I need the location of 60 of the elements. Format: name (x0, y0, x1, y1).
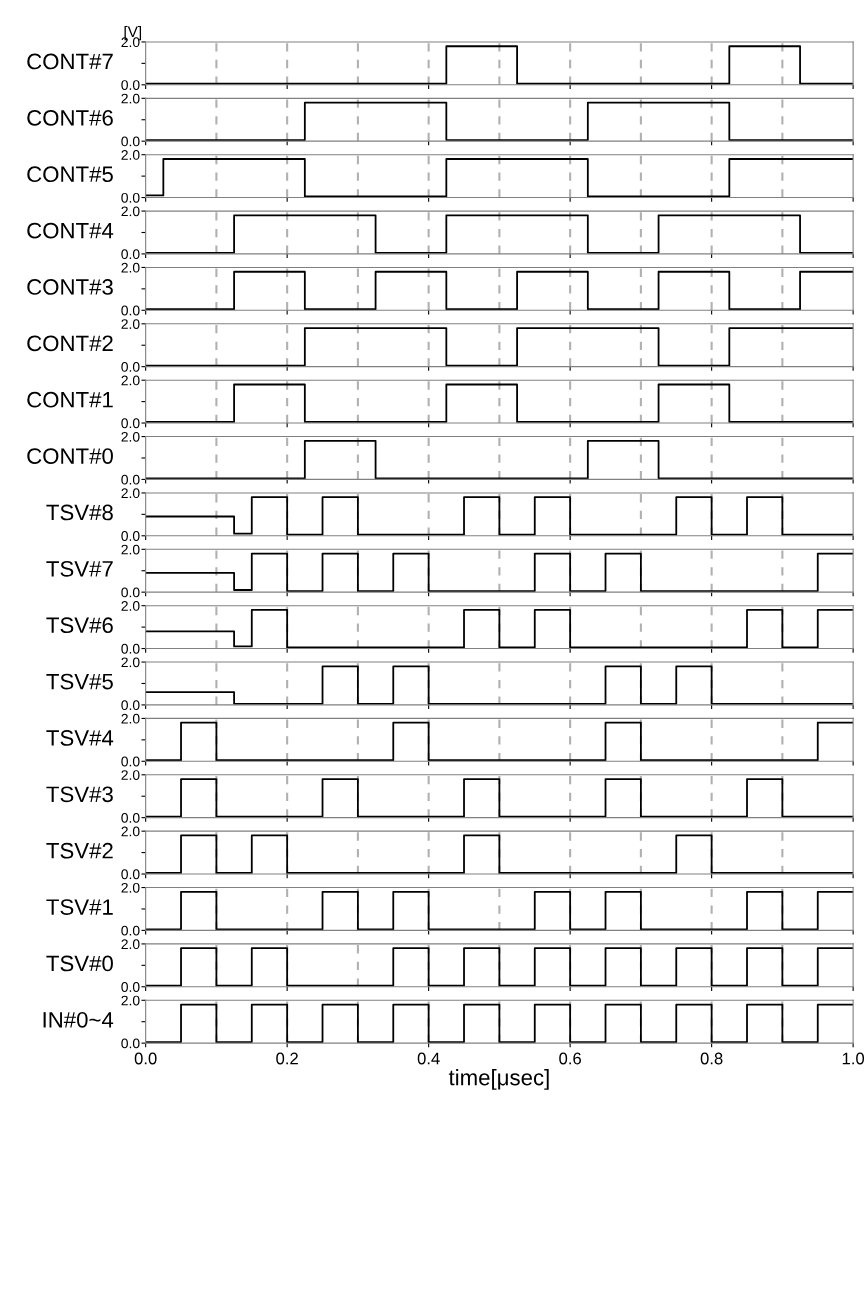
y-tick-label: 2.0 (121, 375, 140, 386)
y-tick-label: 2.0 (121, 939, 140, 950)
y-tick-label: 0.0 (121, 1038, 140, 1049)
y-tick-label: 0.0 (121, 643, 140, 654)
y-tick-label: 0.0 (121, 418, 140, 429)
y-tick-label: 0.0 (121, 80, 140, 90)
y-tick-label: 2.0 (121, 713, 140, 724)
y-tick-label: 0.0 (121, 305, 140, 316)
y-tick-label: 0.0 (121, 474, 140, 485)
y-tick-label: 2.0 (121, 770, 140, 780)
y-axis-title: CONT#3 (27, 279, 113, 295)
y-axis-title: CONT#5 (27, 166, 113, 183)
y-tick-label: 0.0 (121, 812, 140, 823)
y-axis-title: CONT#6 (27, 109, 113, 126)
y-tick-label: 2.0 (121, 995, 140, 1006)
y-tick-label: 0.0 (121, 925, 140, 936)
y-tick-label: 2.0 (121, 657, 140, 668)
y-axis-title: TSV#2 (46, 842, 113, 859)
y-tick-label: 0.0 (121, 192, 140, 203)
x-tick-label: 0.8 (700, 1052, 723, 1065)
y-axis-title: CONT#1 (27, 391, 113, 408)
y-tick-label: 2.0 (121, 93, 140, 104)
y-axis-title: CONT#4 (27, 222, 114, 239)
x-tick-label: 0.4 (417, 1052, 440, 1065)
y-tick-label: 2.0 (121, 431, 140, 442)
y-tick-label: 0.0 (121, 756, 140, 767)
y-tick-label: 2.0 (121, 319, 140, 329)
y-tick-label: 2.0 (121, 262, 140, 273)
y-axis-title: TSV#7 (46, 560, 113, 577)
y-axis-title: TSV#6 (46, 617, 113, 634)
x-tick-label: 0.2 (276, 1052, 298, 1065)
y-axis-title: TSV#0 (46, 955, 113, 972)
y-tick-label: 0.0 (121, 982, 140, 992)
y-tick-label: 0.0 (121, 700, 140, 711)
y-tick-label: 0.0 (121, 249, 140, 260)
y-axis-title: TSV#3 (46, 786, 113, 803)
y-tick-label: 2.0 (121, 826, 140, 837)
x-tick-label: 0.6 (559, 1052, 581, 1065)
y-axis-title: CONT#2 (27, 335, 113, 352)
y-axis-title: TSV#5 (46, 673, 113, 690)
y-tick-label: 0.0 (121, 361, 140, 372)
x-axis-title: time[μsec] (448, 1069, 549, 1090)
x-tick-label: 1.0 (842, 1052, 865, 1065)
y-axis-title: IN#0~4 (43, 1011, 114, 1028)
x-tick-label: 0.0 (134, 1052, 157, 1065)
y-tick-label: 0.0 (121, 869, 140, 880)
y-tick-label: 2.0 (121, 150, 140, 160)
y-tick-label: 2.0 (121, 882, 140, 893)
y-tick-label: 2.0 (121, 488, 140, 499)
y-tick-label: 0.0 (121, 587, 140, 598)
y-tick-label: 2.0 (121, 206, 140, 217)
y-axis-title: TSV#1 (46, 899, 113, 915)
y-tick-label: 0.0 (121, 531, 140, 541)
y-axis-title: CONT#0 (27, 448, 113, 464)
y-axis-title: TSV#4 (46, 730, 114, 746)
y-axis-title: CONT#7 (27, 53, 113, 70)
y-axis-title: TSV#8 (46, 504, 113, 521)
y-tick-label: 0.0 (121, 136, 140, 147)
y-tick-label: 2.0 (121, 601, 140, 611)
y-tick-label: 2.0 (121, 544, 140, 555)
